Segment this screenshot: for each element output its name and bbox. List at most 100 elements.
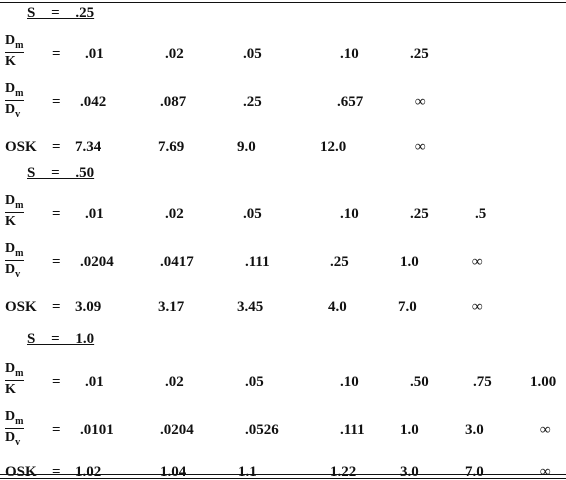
cell-value: .0204 <box>160 422 194 438</box>
cell-value: .75 <box>473 374 492 390</box>
equals: = <box>52 299 61 315</box>
base: D <box>5 241 16 256</box>
cell-value: .10 <box>340 206 359 222</box>
cell-value: 1.22 <box>330 464 357 480</box>
denominator: K <box>5 213 16 229</box>
cell-value: ∞ <box>472 254 483 270</box>
cell-value: .111 <box>245 254 270 270</box>
bottom-rule <box>0 478 566 479</box>
base: D <box>5 409 16 424</box>
cell-value: 7.69 <box>158 139 185 155</box>
base: K <box>5 53 16 69</box>
base: K <box>5 213 16 229</box>
cell-value: ∞ <box>540 464 551 480</box>
base: K <box>5 381 16 397</box>
base: D <box>5 361 16 376</box>
equals: = <box>52 464 61 480</box>
subscript: m <box>15 415 24 427</box>
cell-value: .01 <box>85 46 104 62</box>
cell-value: 9.0 <box>237 139 256 155</box>
cell-value: .10 <box>340 46 359 62</box>
numerator: Dm <box>5 361 25 381</box>
cell-value: 3.45 <box>237 299 264 315</box>
equals: = <box>52 206 61 222</box>
fraction-label: Dm Dv <box>5 409 25 448</box>
cell-value: 3.0 <box>400 464 419 480</box>
row-label: OSK <box>5 299 37 315</box>
cell-value: .25 <box>330 254 349 270</box>
row-label: OSK <box>5 139 37 155</box>
denominator: K <box>5 53 16 69</box>
subscript: v <box>15 268 21 280</box>
cell-value: .25 <box>243 94 262 110</box>
cell-value: .0101 <box>80 422 114 438</box>
numerator: Dm <box>5 33 25 53</box>
cell-value: ∞ <box>415 94 426 110</box>
denominator: K <box>5 381 16 397</box>
cell-value: .042 <box>80 94 107 110</box>
fraction-label: Dm K <box>5 361 25 397</box>
section-heading: S = .25 <box>27 5 95 21</box>
base: D <box>5 33 16 48</box>
cell-value: 7.34 <box>75 139 102 155</box>
cell-value: 1.02 <box>75 464 102 480</box>
equals: = <box>52 374 61 390</box>
fraction-label: Dm Dv <box>5 81 25 120</box>
cell-value: ∞ <box>472 299 483 315</box>
cell-value: .02 <box>165 206 184 222</box>
equals: = <box>52 139 61 155</box>
cell-value: .0417 <box>160 254 194 270</box>
cell-value: 1.04 <box>160 464 187 480</box>
cell-value: .25 <box>410 206 429 222</box>
denominator: Dv <box>5 429 20 448</box>
subscript: m <box>15 367 24 379</box>
cell-value: 1.1 <box>238 464 257 480</box>
cell-value: .10 <box>340 374 359 390</box>
cell-value: .02 <box>165 46 184 62</box>
row-label: OSK <box>5 464 37 480</box>
cell-value: 4.0 <box>328 299 347 315</box>
subscript: m <box>15 199 24 211</box>
numerator: Dm <box>5 81 25 101</box>
base: D <box>5 101 16 117</box>
base: D <box>5 81 16 96</box>
equals: = <box>52 254 61 270</box>
subscript: v <box>15 436 21 448</box>
numerator: Dm <box>5 193 25 213</box>
subscript: m <box>15 87 24 99</box>
cell-value: .05 <box>245 374 264 390</box>
section-heading: S = 1.0 <box>27 331 95 347</box>
cell-value: .0526 <box>245 422 279 438</box>
numerator: Dm <box>5 241 25 261</box>
fraction-label: Dm Dv <box>5 241 25 280</box>
equals: = <box>52 94 61 110</box>
cell-value: 12.0 <box>320 139 347 155</box>
numerator: Dm <box>5 409 25 429</box>
cell-value: 3.17 <box>158 299 185 315</box>
cell-value: .0204 <box>80 254 114 270</box>
fraction-label: Dm K <box>5 33 25 69</box>
section-heading: S = .50 <box>27 165 95 181</box>
top-rule <box>0 2 566 3</box>
cell-value: 3.09 <box>75 299 102 315</box>
cell-value: 1.0 <box>400 254 419 270</box>
cell-value: ∞ <box>415 139 426 155</box>
cell-value: ∞ <box>540 422 551 438</box>
cell-value: 7.0 <box>465 464 484 480</box>
equals: = <box>52 46 61 62</box>
cell-value: .01 <box>85 374 104 390</box>
fraction-label: Dm K <box>5 193 25 229</box>
cell-value: .5 <box>475 206 487 222</box>
cell-value: .657 <box>337 94 364 110</box>
base: D <box>5 429 16 445</box>
bottom-rule <box>0 474 566 475</box>
cell-value: .02 <box>165 374 184 390</box>
denominator: Dv <box>5 261 20 280</box>
cell-value: .111 <box>340 422 365 438</box>
cell-value: .01 <box>85 206 104 222</box>
denominator: Dv <box>5 101 20 120</box>
base: D <box>5 193 16 208</box>
subscript: m <box>15 247 24 259</box>
cell-value: 1.0 <box>400 422 419 438</box>
